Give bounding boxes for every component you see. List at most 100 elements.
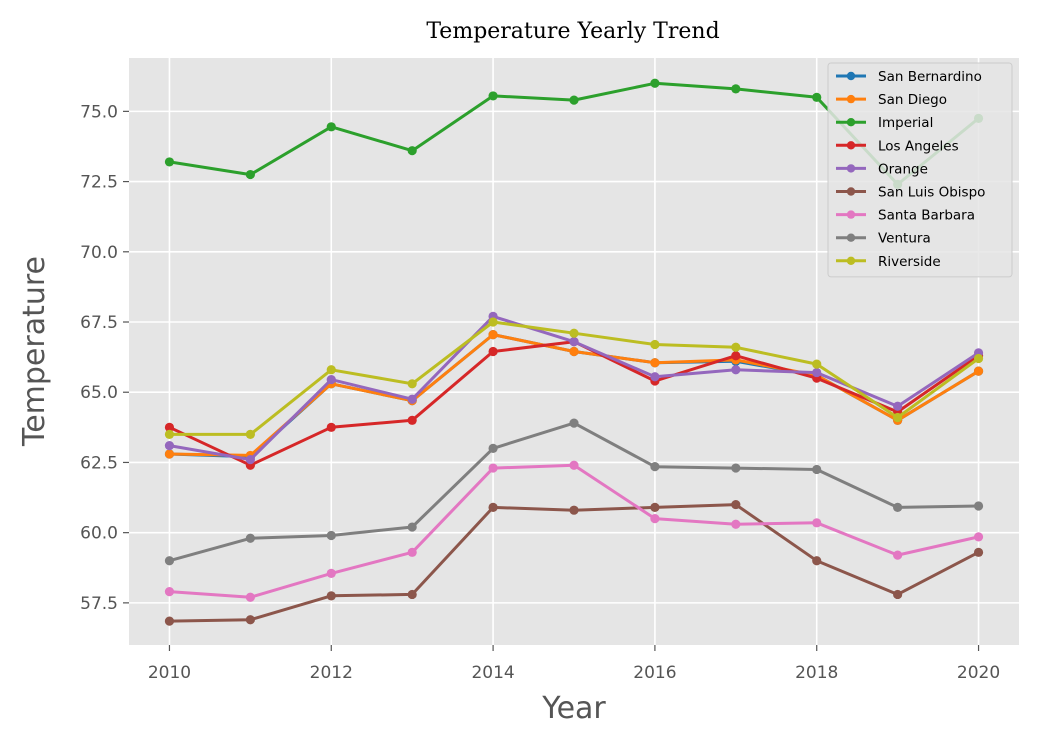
legend-box: [827, 62, 1013, 278]
data-point-orange: [164, 440, 175, 451]
data-point-santa-barbara: [893, 550, 903, 560]
data-point-riverside: [326, 365, 336, 375]
data-point-santa-barbara: [973, 532, 984, 542]
y-tick-label: 67.5: [80, 313, 118, 333]
data-point-san-luis-obispo: [812, 556, 822, 566]
y-axis-ticks: 57.5 60.0 62.5 65.0 67.5 70.0 72.5 75.0: [80, 102, 129, 614]
legend-marker-san-diego: [846, 94, 856, 104]
data-point-riverside: [973, 353, 984, 364]
x-tick-label: 2018: [795, 663, 838, 683]
data-point-santa-barbara: [650, 514, 660, 524]
x-axis-ticks: 2010 2012 2014 2016 2018 2020: [148, 645, 1000, 683]
data-point-santa-barbara: [326, 568, 336, 578]
series-orange: [164, 311, 984, 465]
data-point-riverside: [164, 429, 175, 439]
data-point-santa-barbara: [164, 587, 175, 597]
data-point-santa-barbara: [245, 592, 255, 602]
data-point-imperial: [407, 146, 417, 156]
legend-label-san-bernardino: San Bernardino: [878, 69, 982, 85]
data-point-orange: [893, 401, 903, 411]
x-tick-label: 2020: [957, 663, 1000, 683]
legend: San Bernardino San Diego Imperial Los Angel…: [827, 62, 1013, 278]
data-point-ventura: [407, 522, 417, 532]
data-point-ventura: [326, 530, 336, 541]
y-tick-label: 75.0: [80, 102, 118, 122]
data-point-san-luis-obispo: [488, 502, 498, 512]
legend-marker-riverside: [846, 256, 856, 265]
data-point-orange: [731, 365, 741, 375]
data-point-ventura: [164, 556, 175, 566]
data-point-san-luis-obispo: [407, 589, 417, 600]
data-point-riverside: [650, 339, 660, 350]
data-point-san-luis-obispo: [973, 547, 984, 557]
x-tick-label: 2014: [471, 663, 514, 683]
data-point-san-diego: [488, 330, 498, 340]
y-tick-label: 62.5: [80, 453, 118, 473]
legend-marker-los-angeles: [846, 141, 856, 150]
legend-marker-ventura: [846, 233, 856, 242]
y-tick-label: 65.0: [80, 383, 118, 403]
data-point-santa-barbara: [407, 547, 417, 557]
data-point-riverside: [569, 328, 579, 338]
data-point-riverside: [245, 429, 255, 439]
legend-marker-san-luis-obispo: [846, 187, 856, 196]
data-point-los-angeles: [164, 422, 175, 432]
data-point-orange: [650, 372, 660, 382]
data-point-ventura: [893, 502, 903, 512]
data-point-san-luis-obispo: [893, 589, 903, 600]
y-axis-label: Temperature: [17, 256, 52, 447]
data-point-imperial: [164, 157, 175, 167]
x-tick-label: 2012: [310, 663, 353, 683]
data-point-san-diego: [973, 366, 984, 376]
legend-label-ventura: Ventura: [878, 231, 931, 247]
data-point-riverside: [488, 317, 498, 327]
data-point-imperial: [488, 91, 498, 101]
data-point-ventura: [245, 533, 255, 543]
series-riverside: [164, 317, 984, 439]
data-point-san-luis-obispo: [650, 502, 660, 512]
data-point-imperial: [326, 122, 336, 132]
data-point-imperial: [569, 95, 579, 105]
legend-label-orange: Orange: [878, 161, 928, 177]
data-point-ventura: [650, 462, 660, 472]
x-axis-label: Year: [541, 691, 606, 726]
data-point-ventura: [731, 463, 741, 473]
y-tick-label: 72.5: [80, 173, 118, 193]
data-point-imperial: [731, 84, 741, 94]
y-tick-label: 70.0: [80, 243, 118, 263]
data-point-los-angeles: [731, 351, 741, 361]
data-point-ventura: [488, 443, 498, 453]
data-point-san-luis-obispo: [731, 499, 741, 510]
legend-label-santa-barbara: Santa Barbara: [878, 208, 975, 224]
data-point-imperial: [650, 78, 660, 88]
data-point-riverside: [731, 342, 741, 352]
data-point-orange: [326, 374, 336, 385]
data-point-santa-barbara: [569, 460, 579, 470]
data-point-imperial: [245, 169, 255, 180]
data-point-san-luis-obispo: [326, 591, 336, 601]
legend-marker-imperial: [846, 118, 856, 127]
data-point-san-luis-obispo: [164, 616, 175, 626]
data-point-ventura: [973, 501, 984, 511]
data-point-santa-barbara: [812, 518, 822, 528]
data-point-san-luis-obispo: [569, 505, 579, 515]
data-point-san-diego: [164, 449, 175, 459]
data-point-orange: [407, 394, 417, 404]
legend-label-san-diego: San Diego: [878, 92, 947, 108]
y-tick-label: 60.0: [80, 524, 118, 544]
data-point-san-luis-obispo: [245, 615, 255, 625]
data-point-san-diego: [650, 358, 660, 368]
legend-label-los-angeles: Los Angeles: [878, 138, 959, 154]
data-point-santa-barbara: [731, 519, 741, 529]
data-point-orange: [569, 337, 579, 347]
data-point-imperial: [812, 92, 822, 102]
data-point-orange: [245, 455, 255, 465]
data-point-los-angeles: [488, 346, 498, 357]
legend-marker-san-bernardino: [846, 71, 856, 81]
data-point-los-angeles: [326, 422, 336, 432]
chart-title: Temperature Yearly Trend: [426, 19, 719, 44]
data-point-los-angeles: [407, 415, 417, 425]
series-ventura: [164, 418, 984, 566]
data-point-santa-barbara: [488, 463, 498, 473]
